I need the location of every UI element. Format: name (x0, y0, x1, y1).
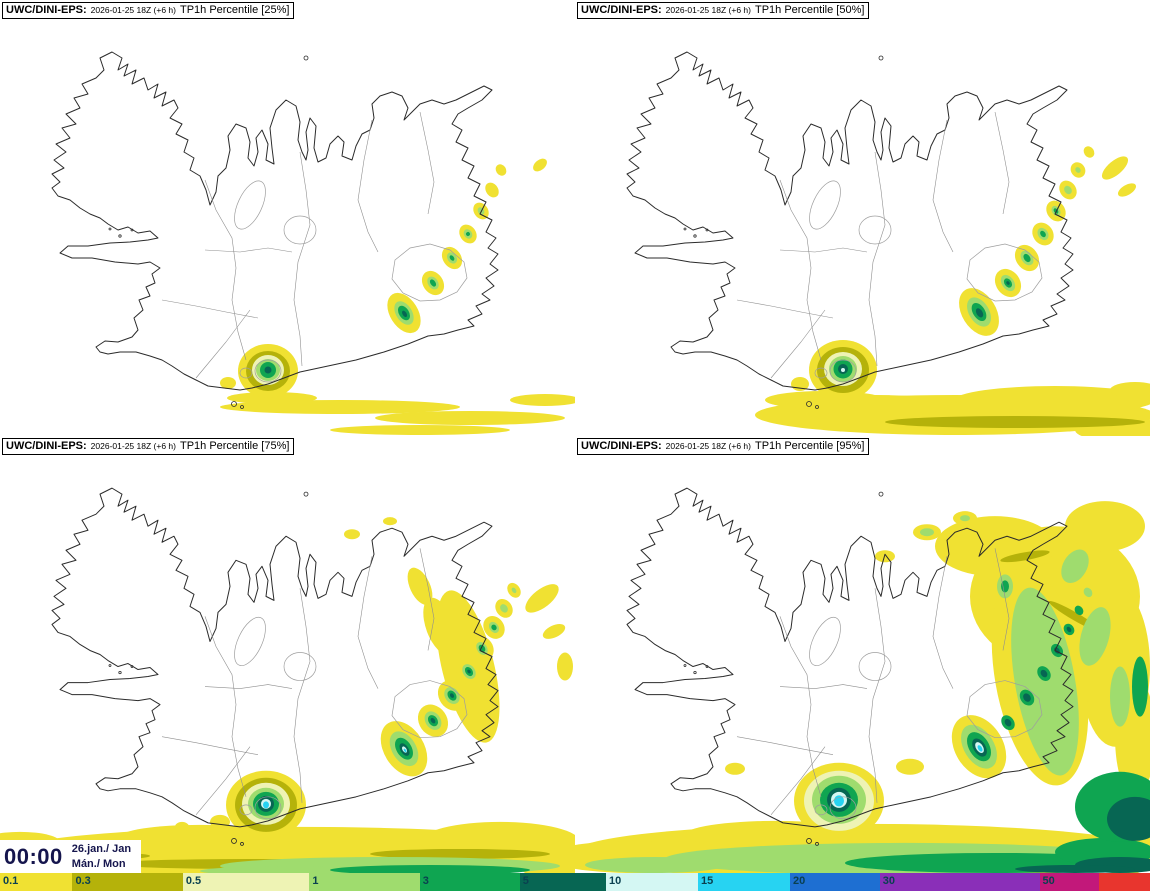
panel-title: UWC/DINI-EPS: 2026-01-25 18Z (+6 h) TP1h… (577, 438, 870, 455)
run-time: 2026-01-25 18Z (+6 h) (90, 441, 176, 451)
panel-title: UWC/DINI-EPS: 2026-01-25 18Z (+6 h) TP1h… (2, 438, 295, 455)
panel-grid: UWC/DINI-EPS: 2026-01-25 18Z (+6 h) TP1h… (0, 0, 1150, 873)
valid-time: 00:00 (4, 843, 63, 869)
colorbar-label: 5 (522, 875, 529, 887)
colorbar-segment: 3 (419, 873, 520, 891)
colorbar-segment: 30 (879, 873, 1040, 891)
date-line: 26.jan./ Jan (71, 843, 132, 856)
colorbar-label: 50 (1042, 875, 1055, 887)
colorbar-label: 0.1 (3, 875, 19, 887)
colorbar-segment: 0.3 (72, 873, 183, 891)
timestamp: 00:00 26.jan./ Jan Mán./ Mon (0, 840, 142, 873)
colorbar-label: 15 (701, 875, 714, 887)
colorbar-label: 0.5 (185, 875, 202, 887)
colorbar-label: 20 (793, 875, 806, 887)
parameter-label: TP1h Percentile [25%] (179, 4, 290, 16)
colorbar-segment: 1 (309, 873, 420, 891)
precip-layer-95 (575, 501, 1150, 873)
parameter-label: TP1h Percentile [75%] (179, 440, 290, 452)
panel-title: UWC/DINI-EPS: 2026-01-25 18Z (+6 h) TP1h… (2, 2, 295, 19)
map-panel-50: UWC/DINI-EPS: 2026-01-25 18Z (+6 h) TP1h… (575, 0, 1150, 436)
colorbar-segment: 10 (606, 873, 699, 891)
precip-layer-25 (220, 158, 575, 435)
model-name: UWC/DINI-EPS: (6, 440, 87, 452)
map-panel-25: UWC/DINI-EPS: 2026-01-25 18Z (+6 h) TP1h… (0, 0, 575, 436)
colorbar-label: 1 (312, 875, 319, 887)
colorbar-label: 0.3 (75, 875, 91, 887)
model-name: UWC/DINI-EPS: (6, 4, 87, 16)
colorbar-label: 10 (609, 875, 622, 887)
run-time: 2026-01-25 18Z (+6 h) (90, 5, 176, 15)
colorbar-segment: 15 (698, 873, 791, 891)
precip-colorbar: 0.1 0.3 0.5 1 3 5 10 15 20 30 50 (0, 873, 1150, 891)
run-time: 2026-01-25 18Z (+6 h) (665, 441, 751, 451)
run-time: 2026-01-25 18Z (+6 h) (665, 5, 751, 15)
colorbar-segment: 50 (1039, 873, 1100, 891)
colorbar-label: 3 (422, 875, 429, 887)
colorbar-segment: 0.1 (0, 873, 73, 891)
colorbar-segment: 0.5 (182, 873, 310, 891)
model-name: UWC/DINI-EPS: (581, 440, 662, 452)
valid-date: 26.jan./ Jan Mán./ Mon (72, 842, 131, 871)
day-line: Mán./ Mon (71, 857, 126, 870)
colorbar-segment: 5 (519, 873, 607, 891)
model-name: UWC/DINI-EPS: (581, 4, 662, 16)
iceland-map-50 (626, 51, 1150, 436)
parameter-label: TP1h Percentile [50%] (754, 4, 865, 16)
iceland-map-95 (575, 487, 1150, 873)
panel-title: UWC/DINI-EPS: 2026-01-25 18Z (+6 h) TP1h… (577, 2, 870, 19)
iceland-map-25 (51, 51, 575, 435)
precip-layer-50 (755, 146, 1150, 436)
colorbar-segment: 20 (790, 873, 880, 891)
parameter-label: TP1h Percentile [95%] (754, 440, 865, 452)
colorbar-label: 30 (882, 875, 895, 887)
colorbar-segment (1099, 873, 1150, 891)
map-panel-95: UWC/DINI-EPS: 2026-01-25 18Z (+6 h) TP1h… (575, 436, 1150, 873)
map-panel-75: UWC/DINI-EPS: 2026-01-25 18Z (+6 h) TP1h… (0, 436, 575, 873)
iceland-map-75 (0, 487, 575, 873)
